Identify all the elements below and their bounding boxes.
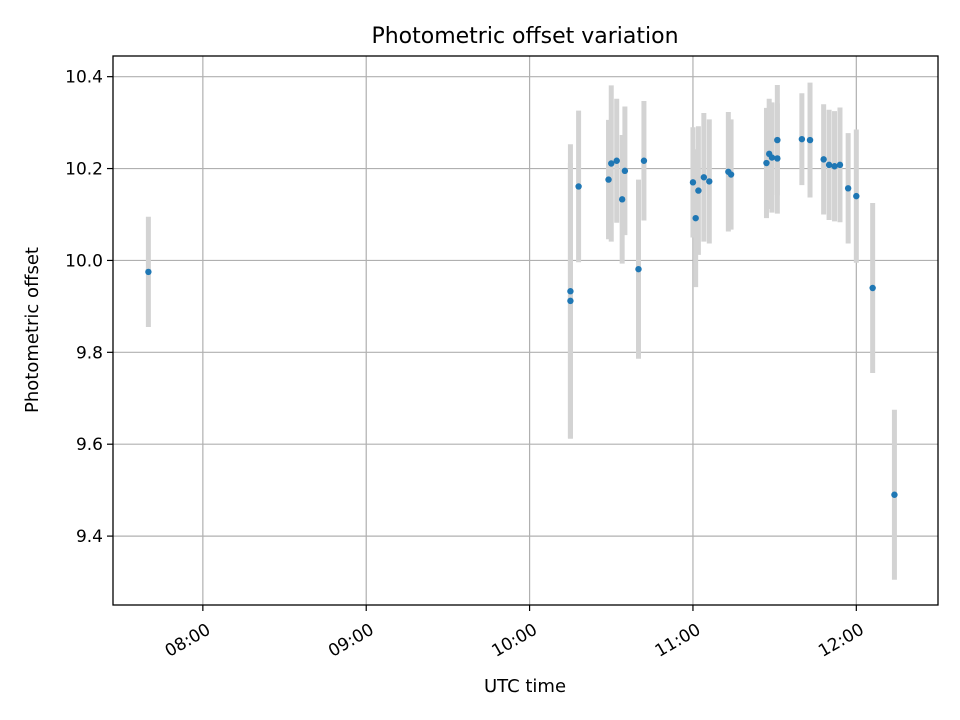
plot-frame — [112, 55, 939, 606]
data-point — [567, 297, 574, 305]
data-point — [806, 136, 814, 144]
data-point — [844, 185, 852, 192]
data-point — [774, 155, 781, 162]
y-tick-label: 10.4 — [65, 68, 103, 88]
y-tick-label: 9.4 — [76, 527, 103, 547]
data-point — [869, 284, 876, 292]
data-point — [618, 196, 626, 203]
data-point — [768, 154, 776, 161]
y-tick-label: 10.2 — [65, 160, 103, 180]
chart-title: Photometric offset variation — [371, 24, 678, 49]
y-tick-label: 9.8 — [76, 343, 103, 363]
data-point — [798, 135, 806, 143]
data-point — [727, 171, 735, 178]
data-point — [640, 157, 648, 164]
data-point — [774, 136, 781, 144]
data-point — [706, 178, 713, 185]
data-point — [635, 265, 642, 273]
data-points — [145, 135, 898, 498]
data-point — [605, 176, 612, 183]
data-point — [853, 192, 860, 200]
data-point — [613, 157, 620, 164]
x-axis-label: UTC time — [484, 676, 566, 697]
data-point — [836, 161, 844, 169]
data-point — [825, 161, 833, 169]
data-point — [689, 179, 697, 186]
data-point — [621, 167, 629, 175]
data-point — [820, 156, 827, 163]
y-tick-label: 10.0 — [65, 251, 103, 271]
data-point — [692, 214, 699, 222]
data-point — [145, 268, 152, 276]
data-point — [608, 160, 615, 167]
y-axis-label: Photometric offset — [22, 247, 43, 413]
data-point — [700, 174, 708, 181]
data-point — [763, 159, 770, 167]
data-point — [567, 288, 574, 295]
data-point — [831, 163, 838, 170]
data-point — [891, 491, 898, 498]
data-point — [695, 187, 702, 194]
y-tick-label: 9.6 — [76, 435, 103, 455]
data-point — [575, 183, 582, 190]
